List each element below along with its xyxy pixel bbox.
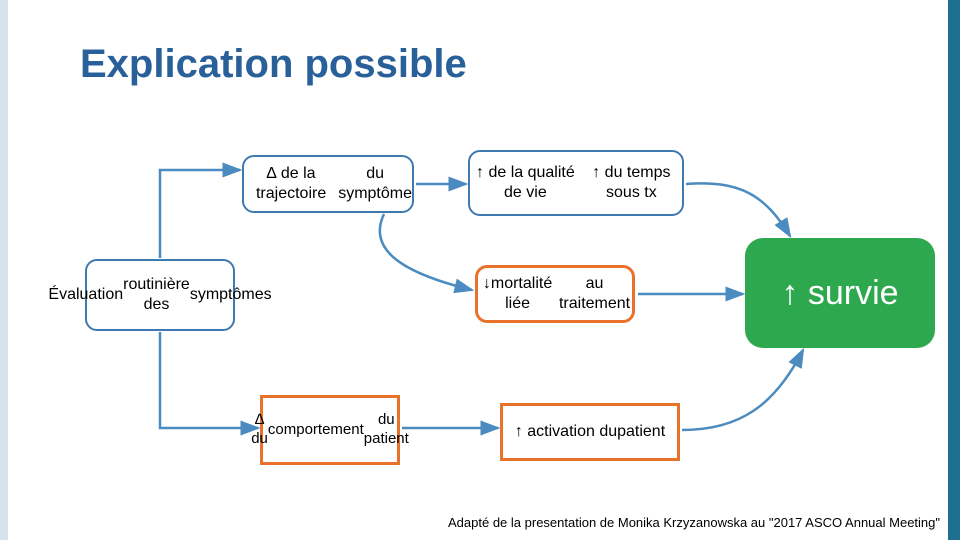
sidebar-right	[948, 0, 960, 540]
sidebar-left	[0, 0, 8, 540]
attribution: Adapté de la presentation de Monika Krzy…	[448, 515, 940, 530]
box-mortality: ↓mortalité liéeau traitement	[475, 265, 635, 323]
slide-title: Explication possible	[80, 42, 467, 87]
box-survie: ↑ survie	[745, 238, 935, 348]
box-activation: ↑ activation dupatient	[500, 403, 680, 461]
box-qol: ↑ de la qualité de vie↑ du temps sous tx	[468, 150, 684, 216]
box-trajectory: ∆ de la trajectoiredu symptôme	[242, 155, 414, 213]
box-behavior: ∆ ducomportementdu patient	[260, 395, 400, 465]
box-evaluate: Évaluationroutinière dessymptômes	[85, 259, 235, 331]
